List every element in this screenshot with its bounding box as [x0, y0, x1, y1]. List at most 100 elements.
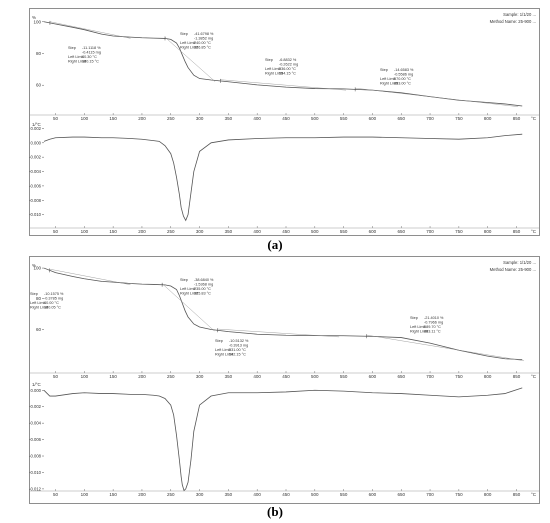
tg-step-fit-line — [164, 37, 216, 82]
step-right-limit-value: 180.05 °C — [44, 306, 61, 310]
step-left-limit-value: 240.00 °C — [194, 41, 211, 45]
step-label: Step — [265, 58, 273, 62]
step-left-limit-label: Left Limit — [215, 348, 231, 352]
dtg-x-tick-label: 150 — [109, 492, 117, 497]
dtg-y-tick-label: -0.008 — [29, 454, 42, 459]
dtg-x-tick-label: 600 — [369, 492, 377, 497]
tg-x-tick-label: 350 — [225, 116, 233, 121]
dtg-curve — [43, 133, 523, 222]
tg-y-unit: % — [32, 263, 36, 268]
step-left-limit-label: Left Limit — [30, 301, 46, 305]
tg-x-tick-label: 300 — [196, 116, 204, 121]
dtg-x-tick-label: 400 — [253, 492, 261, 497]
step-right-limit-label: Right Limit — [180, 46, 199, 50]
tg-x-tick-label: 150 — [109, 116, 117, 121]
step-left-limit-label: Left Limit — [410, 325, 426, 329]
panel-label-a: (a) — [267, 237, 283, 252]
dtg-x-tick-label: 750 — [455, 492, 463, 497]
dtg-x-tick-label: 500 — [311, 492, 319, 497]
step-label: Step — [68, 46, 76, 50]
sample-info-a: Sample: 1/1/20 ... Method Name: 25-900 .… — [490, 11, 536, 25]
tg-x-tick-label: 450 — [282, 374, 290, 379]
tg-x-tick-label: 650 — [397, 374, 405, 379]
step-right-limit-value: 180.15 °C — [82, 60, 99, 64]
step-label: Step — [380, 68, 388, 72]
dtg-x-tick-label: 350 — [225, 229, 233, 234]
step-right-limit-label: Right Limit — [265, 72, 284, 76]
dtg-x-tick-label: 650 — [397, 229, 405, 234]
dtg-x-tick-label: 400 — [253, 229, 261, 234]
tg-x-tick-label: 250 — [167, 374, 175, 379]
step-label: Step — [180, 32, 188, 36]
step-mass-change: -0.3913 mg — [229, 344, 248, 348]
dtg-y-tick-label: -0.008 — [29, 198, 42, 203]
tg-step-fit-line — [366, 334, 525, 362]
tg-y-tick-label: 100 — [33, 19, 41, 24]
thermogram-panel-b: % 100 80 60 Step -10.1575 % -0.3785 mg Left Lim… — [29, 256, 540, 504]
tg-x-tick-label: 500 — [311, 374, 319, 379]
tg-x-tick-label: 700 — [426, 116, 434, 121]
dtg-x-tick-label: 700 — [426, 229, 434, 234]
tg-x-tick-label: 100 — [81, 116, 89, 121]
tg-x-tick-label: 50 — [53, 116, 59, 121]
step-right-limit-value: 325.83 °C — [194, 292, 211, 296]
step-mass-change: -0.2622 mg — [279, 63, 298, 67]
tg-x-tick-label: 250 — [167, 116, 175, 121]
dtg-x-tick-label: 250 — [167, 229, 175, 234]
step-percent-change: -10.1575 % — [44, 292, 64, 296]
dtg-x-tick-label: 150 — [109, 229, 117, 234]
step-left-limit-label: Left Limit — [265, 67, 281, 71]
dtg-y-tick-label: -0.004 — [29, 169, 42, 174]
dtg-curve — [43, 387, 523, 492]
dtg-x-unit: °C — [531, 229, 537, 234]
tg-x-tick-label: 350 — [225, 374, 233, 379]
step-right-limit-label: Right Limit — [380, 82, 399, 86]
dtg-y-unit: 1/°C — [32, 122, 42, 127]
step-percent-change: -14.6583 % — [394, 68, 414, 72]
step-right-limit-value: 554.15 °C — [279, 72, 296, 76]
step-left-limit-value: 40.30 °C — [82, 55, 97, 59]
dtg-x-tick-label: 850 — [513, 492, 521, 497]
dtg-y-unit: 1/°C — [32, 382, 42, 387]
dtg-x-unit: °C — [531, 492, 537, 497]
tg-step-fit-line — [49, 21, 131, 39]
dtg-x-tick-label: 300 — [196, 492, 204, 497]
tg-x-tick-label: 100 — [81, 374, 89, 379]
step-left-limit-value: 336.00 °C — [279, 67, 296, 71]
dtg-x-tick-label: 100 — [81, 229, 89, 234]
tg-curve — [43, 267, 523, 361]
tg-x-tick-label: 400 — [253, 374, 261, 379]
tg-y-unit: % — [32, 15, 36, 20]
step-right-limit-label: Right Limit — [68, 60, 87, 64]
tg-curve — [43, 21, 523, 107]
tg-x-tick-label: 850 — [513, 374, 521, 379]
sample-name-a: Sample: 1/1/20 ... — [503, 12, 536, 17]
tg-x-tick-label: 600 — [369, 374, 377, 379]
tg-x-tick-label: 450 — [282, 116, 290, 121]
dtg-x-tick-label: 550 — [340, 229, 348, 234]
thermogram-panel-a: % 100 80 60 Step -11.1118 % -0.4115 mg Left Lim… — [29, 8, 540, 236]
tg-x-tick-label: 600 — [369, 116, 377, 121]
tg-step-fit-line — [220, 79, 347, 91]
step-mass-change: -0.4115 mg — [82, 51, 101, 55]
step-right-limit-value: 326.85 °C — [194, 46, 211, 50]
step-label: Step — [215, 339, 223, 343]
tg-x-tick-label: 700 — [426, 374, 434, 379]
step-right-limit-label: Right Limit — [410, 330, 429, 334]
dtg-x-tick-label: 800 — [484, 492, 492, 497]
tg-x-unit: °C — [531, 116, 537, 121]
step-mass-change: -0.3785 mg — [44, 297, 63, 301]
tg-x-unit: °C — [531, 374, 537, 379]
step-left-limit-value: 589.70 °C — [424, 325, 441, 329]
step-percent-change: -11.1118 % — [82, 46, 101, 50]
tg-step-fit-line — [161, 283, 215, 332]
panel-label-b: (b) — [267, 504, 283, 519]
tg-x-tick-label: 800 — [484, 116, 492, 121]
